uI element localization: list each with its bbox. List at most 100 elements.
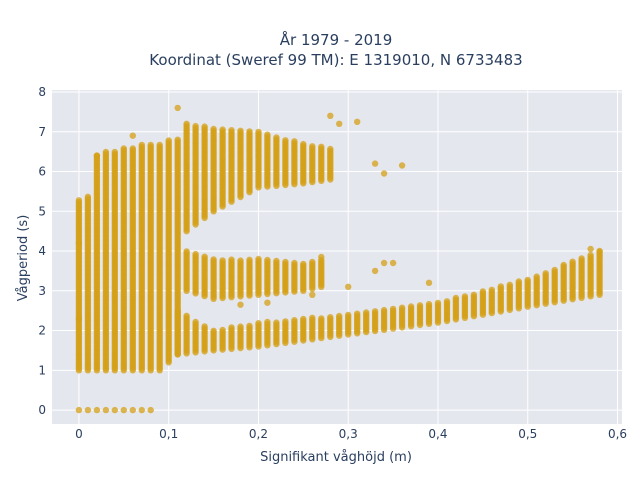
outlier-point [75, 239, 83, 247]
data-point [309, 258, 316, 266]
data-point [300, 260, 307, 268]
data-point [443, 298, 451, 305]
data-point [291, 317, 298, 324]
data-point [506, 281, 513, 288]
outlier-point [398, 162, 406, 169]
data-point [138, 141, 145, 149]
data-point [551, 266, 558, 274]
outlier-point [389, 259, 397, 267]
data-point [183, 312, 190, 319]
data-point [389, 305, 397, 313]
data-point [237, 257, 244, 264]
data-point [380, 306, 388, 314]
data-point [560, 261, 567, 269]
data-point [336, 312, 343, 320]
data-point [255, 128, 262, 136]
data-point [219, 126, 226, 133]
data-point [416, 302, 424, 309]
outlier-point [93, 152, 101, 159]
data-point [327, 145, 334, 153]
data-point [273, 257, 280, 265]
data-point [318, 143, 325, 150]
x-tick-label: 0,3 [339, 427, 358, 441]
data-point [228, 127, 235, 134]
y-tick-label: 7 [38, 125, 46, 139]
data-point [183, 120, 190, 128]
outlier-point [327, 112, 334, 120]
data-point [542, 270, 549, 277]
data-point [264, 131, 271, 138]
data-point [102, 406, 110, 414]
data-point [156, 141, 163, 149]
plot-area [52, 90, 622, 424]
data-point [192, 318, 199, 326]
outlier-point [380, 259, 388, 267]
data-point [138, 406, 145, 414]
outlier-point [371, 160, 379, 167]
outlier-point [425, 279, 433, 286]
y-tick-label: 3 [38, 284, 46, 298]
data-point [300, 315, 307, 323]
data-point [291, 138, 298, 145]
outlier-point [318, 253, 325, 261]
data-point [363, 309, 370, 316]
y-tick-labels: 0 1 2 3 4 5 6 7 8 [38, 85, 46, 417]
outlier-point [371, 267, 379, 275]
data-point [309, 314, 316, 321]
data-point [479, 288, 487, 295]
data-point [461, 293, 469, 300]
data-point [111, 148, 119, 156]
data-points [75, 104, 603, 414]
data-point [129, 406, 136, 414]
data-point [345, 311, 352, 319]
data-point [192, 250, 199, 258]
x-tick-label: 0 [75, 427, 83, 441]
y-axis-label: Vågperiod (s) [16, 215, 31, 302]
outlier-point [336, 120, 343, 128]
data-point [264, 318, 271, 326]
data-point [246, 256, 253, 263]
data-point [183, 248, 190, 255]
data-point [273, 319, 280, 326]
x-tick-label: 0,2 [249, 427, 268, 441]
data-point [210, 327, 217, 334]
outlier-point [596, 247, 603, 255]
data-point [210, 125, 217, 133]
data-point [102, 148, 110, 156]
outlier-point [129, 132, 136, 139]
data-point [515, 278, 522, 285]
data-point [192, 122, 199, 130]
x-tick-labels: 0 0,1 0,2 0,3 0,4 0,5 0,6 [75, 427, 627, 441]
data-point [84, 406, 92, 414]
chart-title-line2: Koordinat (Sweref 99 TM): E 1319010, N 6… [149, 51, 522, 69]
outlier-point [380, 170, 388, 177]
data-point [371, 308, 379, 315]
data-point [237, 127, 244, 134]
data-point [120, 406, 128, 414]
data-point [246, 128, 253, 135]
data-point [93, 406, 101, 414]
outlier-point [345, 283, 352, 290]
y-tick-label: 4 [38, 244, 46, 258]
data-point [75, 406, 83, 414]
outlier-point [309, 291, 316, 298]
outlier-point [264, 299, 271, 306]
data-point [264, 256, 271, 264]
data-point [587, 251, 594, 259]
data-point [282, 258, 289, 266]
data-point [210, 256, 217, 263]
data-point [219, 257, 226, 264]
data-point [407, 303, 415, 310]
data-point [174, 136, 181, 143]
data-point [533, 273, 540, 280]
outlier-point [354, 118, 361, 126]
outlier-point [237, 301, 244, 308]
data-point [246, 322, 253, 329]
data-point [488, 286, 495, 293]
data-point [282, 137, 289, 144]
x-tick-label: 0,5 [518, 427, 537, 441]
outlier-point [174, 104, 181, 112]
x-tick-label: 0,6 [608, 427, 627, 441]
data-point [219, 326, 226, 334]
